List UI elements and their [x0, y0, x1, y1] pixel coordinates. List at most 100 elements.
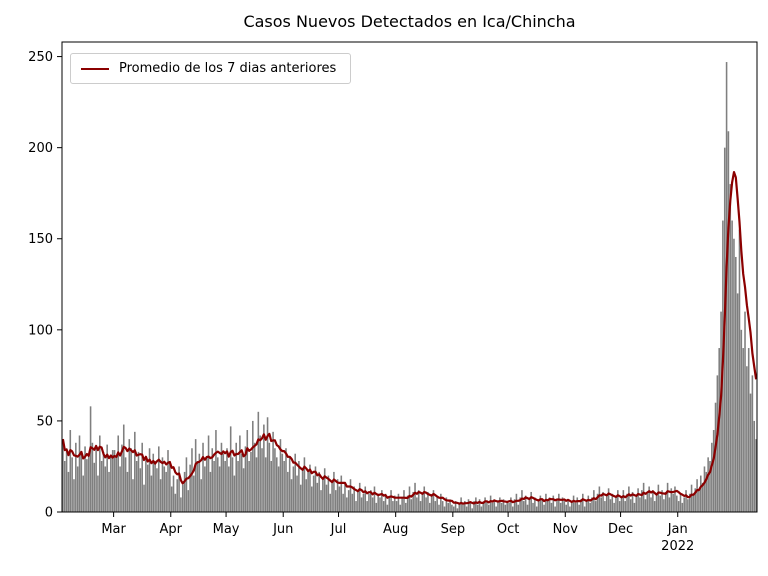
- daily-cases-bar: [174, 493, 177, 512]
- daily-cases-bar: [747, 348, 750, 512]
- daily-cases-bar: [465, 506, 468, 512]
- daily-cases-bar: [701, 482, 704, 512]
- daily-cases-bar: [294, 453, 296, 512]
- daily-cases-bar: [644, 499, 647, 512]
- daily-cases-bar: [370, 490, 372, 512]
- daily-cases-bar: [233, 475, 236, 512]
- daily-cases-bar: [290, 479, 293, 512]
- daily-cases-bar: [530, 491, 532, 512]
- daily-cases-bar: [469, 502, 472, 512]
- daily-cases-bar: [75, 442, 77, 512]
- daily-cases-bar: [349, 479, 352, 512]
- daily-cases-bar: [152, 453, 155, 512]
- daily-cases-bar: [685, 490, 687, 512]
- daily-cases-bar: [150, 475, 153, 512]
- daily-cases-bar: [548, 497, 551, 512]
- daily-cases-bar: [99, 435, 101, 512]
- daily-cases-bar: [91, 442, 94, 512]
- daily-cases-bar: [148, 448, 151, 512]
- x-tick-label: Dec: [608, 522, 633, 537]
- daily-cases-bar: [572, 495, 575, 512]
- daily-cases-bar: [95, 448, 97, 512]
- x-tick-label: Nov: [553, 522, 579, 537]
- daily-cases-bar: [366, 501, 368, 512]
- daily-cases-bar: [749, 393, 752, 512]
- daily-cases-bar: [244, 446, 247, 512]
- daily-cases-bar: [80, 451, 83, 512]
- daily-cases-bar: [511, 506, 514, 512]
- daily-cases-bar: [624, 501, 626, 512]
- daily-cases-bar: [89, 406, 92, 512]
- daily-cases-bar: [228, 466, 230, 512]
- daily-cases-bar: [653, 501, 656, 512]
- daily-cases-bar: [655, 493, 658, 512]
- daily-cases-bar: [543, 504, 545, 512]
- daily-cases-bar: [593, 490, 595, 512]
- daily-cases-bar: [486, 501, 488, 512]
- daily-cases-bar: [648, 486, 650, 512]
- daily-cases-bar: [666, 482, 669, 512]
- daily-cases-bar: [386, 504, 389, 512]
- daily-cases-bar: [274, 448, 276, 512]
- daily-cases-bar: [384, 493, 387, 512]
- daily-cases-bar: [76, 466, 79, 512]
- daily-cases-bar: [436, 497, 438, 512]
- daily-cases-bar: [329, 493, 332, 512]
- daily-cases-bar: [478, 499, 481, 512]
- daily-cases-bar: [417, 490, 420, 512]
- daily-cases-bar: [631, 491, 634, 512]
- daily-cases-bar: [115, 457, 118, 512]
- x-tick-label: Aug: [383, 522, 408, 537]
- daily-cases-bar: [377, 493, 379, 512]
- daily-cases-bar: [534, 497, 536, 512]
- daily-cases-bar: [423, 486, 426, 512]
- daily-cases-bar: [154, 460, 156, 512]
- daily-cases-bar: [73, 479, 75, 512]
- daily-cases-bar: [191, 448, 193, 512]
- daily-cases-bar: [429, 502, 431, 512]
- daily-cases-bar: [694, 488, 697, 512]
- daily-cases-bar: [253, 442, 256, 512]
- daily-cases-bar: [351, 493, 354, 512]
- daily-cases-bar: [169, 462, 171, 512]
- daily-cases-bar: [331, 482, 333, 512]
- daily-cases-bar: [672, 493, 674, 512]
- y-tick-label: 150: [28, 232, 53, 247]
- daily-cases-bar: [652, 490, 654, 512]
- daily-cases-bar: [392, 501, 394, 512]
- daily-cases-bar: [342, 493, 344, 512]
- daily-cases-bar: [524, 495, 527, 512]
- daily-cases-bar: [146, 464, 149, 512]
- daily-cases-bar: [104, 466, 107, 512]
- daily-cases-bar: [117, 435, 120, 512]
- daily-cases-bar: [97, 475, 99, 512]
- daily-cases-bar: [526, 504, 529, 512]
- x-tick-label: Jul: [330, 522, 347, 537]
- daily-cases-bar: [393, 495, 396, 512]
- daily-cases-bar: [145, 457, 147, 512]
- x-tick-label: Jan: [667, 522, 688, 537]
- daily-cases-bar: [216, 457, 219, 512]
- daily-cases-bar: [71, 457, 73, 512]
- daily-cases-bar: [100, 460, 103, 512]
- daily-cases-bar: [362, 493, 365, 512]
- daily-cases-bar: [500, 502, 503, 512]
- daily-cases-bar: [283, 460, 285, 512]
- daily-cases-bar: [639, 497, 641, 512]
- daily-cases-bar: [449, 499, 451, 512]
- daily-cases-bar: [299, 484, 302, 512]
- x-tick-label: Sep: [441, 522, 466, 537]
- daily-cases-bar: [240, 453, 243, 512]
- daily-cases-bar: [132, 479, 134, 512]
- daily-cases-bar: [292, 466, 295, 512]
- daily-cases-bar: [82, 475, 84, 512]
- daily-cases-bar: [246, 430, 249, 512]
- daily-cases-bar: [587, 495, 590, 512]
- daily-cases-bar: [360, 497, 363, 512]
- daily-cases-bar: [401, 497, 403, 512]
- daily-cases-bar: [591, 497, 593, 512]
- daily-cases-bar: [703, 466, 706, 512]
- daily-cases-bar: [716, 375, 719, 512]
- daily-cases-bar: [395, 501, 398, 512]
